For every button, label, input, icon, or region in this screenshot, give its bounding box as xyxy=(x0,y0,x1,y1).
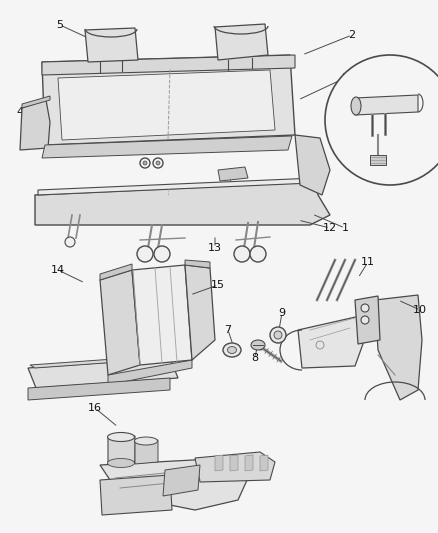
Ellipse shape xyxy=(134,437,158,445)
Polygon shape xyxy=(370,155,386,165)
Circle shape xyxy=(143,161,147,165)
Polygon shape xyxy=(355,296,380,344)
Circle shape xyxy=(65,237,75,247)
Polygon shape xyxy=(28,378,170,400)
Polygon shape xyxy=(100,270,140,375)
Polygon shape xyxy=(100,458,248,510)
Polygon shape xyxy=(108,360,192,385)
Polygon shape xyxy=(42,55,295,145)
Circle shape xyxy=(137,246,153,262)
Polygon shape xyxy=(100,264,132,280)
Text: 14: 14 xyxy=(51,265,65,275)
Circle shape xyxy=(361,316,369,324)
Polygon shape xyxy=(28,358,178,388)
Polygon shape xyxy=(38,178,315,195)
Polygon shape xyxy=(218,167,248,181)
Text: 4: 4 xyxy=(17,107,24,117)
Circle shape xyxy=(234,246,250,262)
Text: 16: 16 xyxy=(88,403,102,413)
Polygon shape xyxy=(100,475,172,515)
Text: 5: 5 xyxy=(57,20,64,30)
Polygon shape xyxy=(215,455,223,471)
Polygon shape xyxy=(295,135,330,195)
Circle shape xyxy=(154,246,170,262)
Ellipse shape xyxy=(351,97,361,115)
Ellipse shape xyxy=(251,340,265,350)
Polygon shape xyxy=(375,295,422,400)
Ellipse shape xyxy=(107,458,134,467)
Polygon shape xyxy=(58,70,275,140)
Ellipse shape xyxy=(107,432,134,441)
Circle shape xyxy=(325,55,438,185)
Polygon shape xyxy=(195,452,275,482)
Polygon shape xyxy=(30,355,175,368)
Text: 10: 10 xyxy=(413,305,427,315)
Text: 8: 8 xyxy=(251,353,258,363)
Text: 11: 11 xyxy=(361,257,375,267)
Text: 2: 2 xyxy=(349,30,356,40)
Text: 15: 15 xyxy=(211,280,225,290)
Circle shape xyxy=(270,327,286,343)
Text: 6: 6 xyxy=(411,150,418,160)
Polygon shape xyxy=(298,316,368,368)
Polygon shape xyxy=(230,455,238,471)
Polygon shape xyxy=(215,24,268,60)
Polygon shape xyxy=(85,28,138,62)
Ellipse shape xyxy=(223,343,241,357)
Polygon shape xyxy=(245,455,253,471)
Polygon shape xyxy=(185,260,210,268)
Polygon shape xyxy=(163,465,200,496)
Circle shape xyxy=(250,246,266,262)
Polygon shape xyxy=(135,440,158,464)
Polygon shape xyxy=(260,455,268,471)
Polygon shape xyxy=(108,436,135,464)
Polygon shape xyxy=(132,265,192,365)
Ellipse shape xyxy=(227,346,237,353)
Polygon shape xyxy=(355,95,418,115)
Polygon shape xyxy=(185,265,215,360)
Polygon shape xyxy=(20,100,50,150)
Polygon shape xyxy=(42,136,292,158)
Circle shape xyxy=(156,161,160,165)
Text: 3: 3 xyxy=(342,73,349,83)
Text: 9: 9 xyxy=(279,308,286,318)
Circle shape xyxy=(274,331,282,339)
Text: 1: 1 xyxy=(342,223,349,233)
Text: 12: 12 xyxy=(323,223,337,233)
Text: 7: 7 xyxy=(224,325,232,335)
Text: 13: 13 xyxy=(208,243,222,253)
Circle shape xyxy=(361,304,369,312)
Polygon shape xyxy=(22,96,50,108)
Polygon shape xyxy=(35,182,330,225)
Polygon shape xyxy=(42,55,295,75)
